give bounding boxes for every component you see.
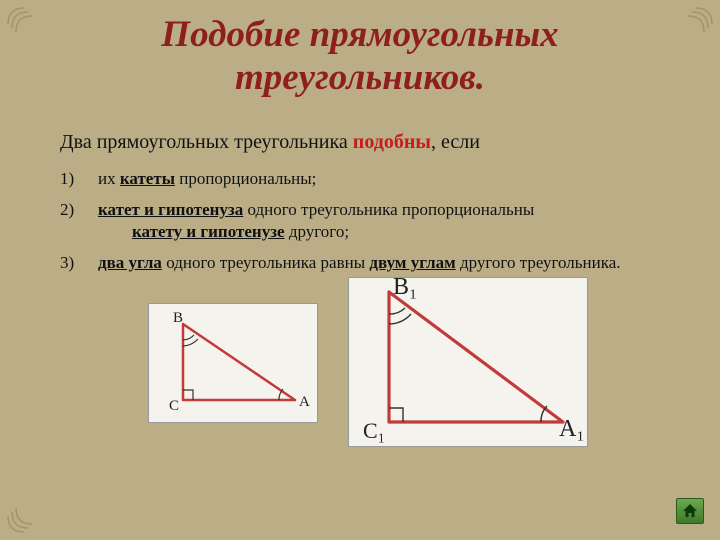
criteria-list: 1) их катеты пропорциональны; 2) катет и… [0, 164, 720, 273]
home-icon [681, 503, 699, 519]
item-body: два угла одного треугольника равны двум … [98, 252, 660, 273]
triangle-figure-small: B C A [148, 303, 318, 423]
list-item: 3) два угла одного треугольника равны дв… [60, 252, 660, 273]
vertex-label-B1: B₁ [393, 278, 417, 300]
intro-line: Два прямоугольных треугольника подобны, … [0, 109, 720, 164]
triangle-figure-large: B₁ C₁ A₁ [348, 277, 588, 447]
keyword: катет и гипотенуза [98, 200, 243, 219]
vertex-label-C: C [169, 398, 179, 414]
title-text: Подобие прямоугольных треугольников. [161, 14, 558, 98]
keyword: катеты [120, 169, 175, 188]
item-number: 3) [60, 252, 98, 273]
item-body: катет и гипотенуза одного треугольника п… [98, 199, 660, 242]
item-number: 2) [60, 199, 98, 242]
vertex-label-A1: A₁ [559, 416, 585, 442]
vertex-label-A: A [299, 394, 310, 410]
intro-prefix: Два прямоугольных треугольника [60, 131, 353, 153]
slide-title: Подобие прямоугольных треугольников. [0, 0, 720, 109]
keyword: двум углам [369, 253, 455, 272]
intro-suffix: , если [431, 131, 480, 153]
intro-highlight: подобны [353, 131, 431, 153]
corner-ornament-icon [6, 498, 42, 534]
list-item: 1) их катеты пропорциональны; [60, 168, 660, 189]
figure-row: B C A B₁ C₁ A₁ [0, 283, 720, 473]
vertex-label-C1: C₁ [363, 418, 385, 443]
keyword: катету и гипотенузе [132, 222, 285, 241]
item-number: 1) [60, 168, 98, 189]
vertex-label-B: B [173, 310, 183, 326]
corner-ornament-icon [678, 6, 714, 42]
keyword: два угла [98, 253, 162, 272]
corner-ornament-icon [6, 6, 42, 42]
item-body: их катеты пропорциональны; [98, 168, 660, 189]
home-button[interactable] [676, 498, 704, 524]
list-item: 2) катет и гипотенуза одного треугольник… [60, 199, 660, 242]
